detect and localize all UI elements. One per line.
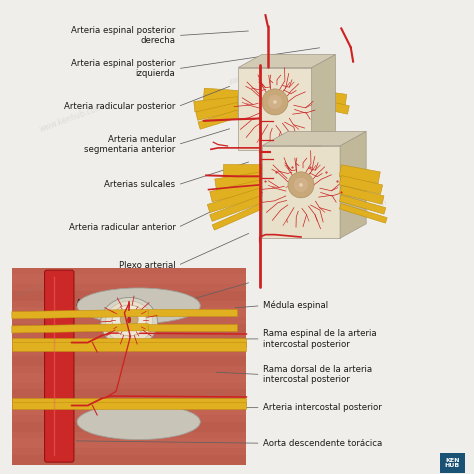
Polygon shape (12, 342, 246, 351)
Polygon shape (12, 274, 246, 284)
Ellipse shape (77, 288, 200, 324)
Text: www.kenhub.com: www.kenhub.com (14, 269, 81, 300)
Polygon shape (12, 307, 246, 317)
Text: Médula espinal: Médula espinal (263, 301, 328, 310)
Polygon shape (223, 164, 262, 178)
Polygon shape (12, 291, 246, 301)
Text: www.kenhub.com: www.kenhub.com (228, 55, 294, 87)
Text: Arteria espinal anterior: Arteria espinal anterior (76, 299, 175, 308)
Polygon shape (148, 323, 237, 331)
Text: www.kenhub.com: www.kenhub.com (38, 103, 104, 134)
Text: Aorta descendente torácica: Aorta descendente torácica (263, 439, 383, 447)
Ellipse shape (77, 404, 200, 440)
Text: Arteria medular
segmentaria anterior: Arteria medular segmentaria anterior (84, 135, 175, 154)
Polygon shape (196, 102, 239, 120)
Ellipse shape (299, 183, 303, 187)
Polygon shape (311, 55, 336, 151)
Ellipse shape (288, 172, 314, 198)
Polygon shape (12, 455, 246, 465)
Polygon shape (12, 398, 246, 405)
Polygon shape (262, 131, 366, 146)
Ellipse shape (294, 178, 308, 192)
Polygon shape (238, 55, 336, 67)
Text: www.kenhub.com: www.kenhub.com (156, 387, 223, 419)
Polygon shape (310, 98, 349, 114)
Polygon shape (339, 165, 380, 183)
Polygon shape (12, 310, 148, 319)
Text: Arteria radicular anterior: Arteria radicular anterior (69, 223, 175, 232)
Ellipse shape (106, 301, 153, 344)
Ellipse shape (128, 317, 131, 323)
Polygon shape (210, 180, 263, 202)
Polygon shape (210, 196, 263, 221)
Polygon shape (12, 268, 246, 465)
Polygon shape (339, 175, 383, 194)
Polygon shape (203, 88, 238, 104)
Text: Arterias sulcales: Arterias sulcales (104, 181, 175, 189)
Polygon shape (148, 310, 237, 317)
Ellipse shape (120, 311, 138, 328)
Polygon shape (12, 389, 246, 399)
Polygon shape (339, 203, 387, 223)
Polygon shape (198, 110, 239, 129)
Polygon shape (12, 356, 246, 366)
Text: KEN
HUB: KEN HUB (445, 457, 460, 468)
Polygon shape (12, 438, 246, 448)
Text: Arteria espinal posterior
derecha: Arteria espinal posterior derecha (71, 26, 175, 45)
Polygon shape (238, 67, 311, 151)
Polygon shape (212, 204, 263, 230)
Polygon shape (12, 422, 246, 432)
Ellipse shape (273, 100, 277, 104)
Ellipse shape (262, 89, 288, 115)
Polygon shape (12, 324, 246, 333)
Text: Plexo arterial: Plexo arterial (119, 261, 175, 270)
Polygon shape (215, 172, 263, 191)
Polygon shape (12, 405, 246, 415)
Text: Rama espinal de la arteria
intercostal posterior: Rama espinal de la arteria intercostal p… (263, 329, 377, 348)
Text: Arteria radicular posterior: Arteria radicular posterior (64, 102, 175, 111)
Polygon shape (12, 373, 246, 383)
Polygon shape (12, 340, 246, 350)
Polygon shape (12, 338, 246, 347)
Polygon shape (207, 188, 263, 213)
Text: Arteria espinal posterior
izquierda: Arteria espinal posterior izquierda (71, 59, 175, 78)
Polygon shape (262, 146, 340, 238)
Polygon shape (310, 90, 346, 105)
Text: www.kenhub.com: www.kenhub.com (322, 198, 389, 229)
Polygon shape (12, 402, 246, 410)
Polygon shape (339, 185, 384, 204)
Polygon shape (340, 131, 366, 238)
Ellipse shape (101, 298, 157, 347)
Ellipse shape (112, 305, 146, 336)
Text: Rama dorsal de la arteria
intercostal posterior: Rama dorsal de la arteria intercostal po… (263, 365, 372, 384)
Text: Arteria intercostal posterior: Arteria intercostal posterior (263, 403, 382, 412)
Ellipse shape (268, 95, 282, 109)
Polygon shape (339, 195, 386, 214)
Polygon shape (12, 324, 148, 333)
Polygon shape (194, 97, 238, 112)
FancyBboxPatch shape (45, 270, 74, 462)
